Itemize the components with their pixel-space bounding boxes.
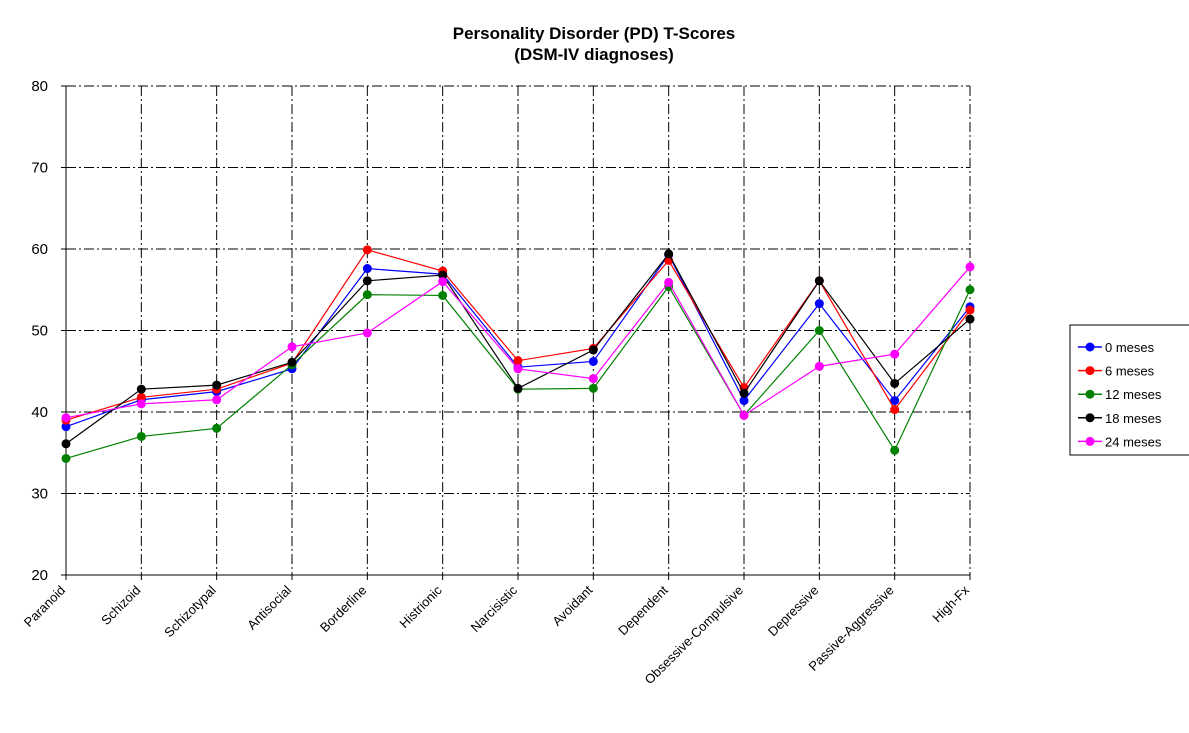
data-point [513, 383, 523, 393]
legend-label: 18 meses [1105, 411, 1162, 426]
data-point [739, 388, 749, 398]
data-point [814, 276, 824, 286]
data-point [438, 270, 448, 280]
x-tick-label: Avoidant [549, 582, 595, 628]
legend-item: 24 meses [1078, 434, 1162, 449]
legend-label: 6 meses [1105, 364, 1155, 379]
data-point [739, 410, 749, 420]
data-point [61, 439, 71, 449]
y-tick-label: 30 [31, 486, 48, 503]
chart-title: Personality Disorder (PD) T-Scores [453, 24, 735, 43]
data-point [212, 423, 222, 433]
data-point [438, 277, 448, 287]
data-point [588, 374, 598, 384]
data-point [136, 392, 146, 402]
x-tick-label: Dependent [615, 582, 671, 638]
data-point [890, 405, 900, 415]
legend-item: 18 meses [1078, 411, 1162, 426]
data-point [664, 277, 674, 287]
grid [66, 85, 971, 575]
data-point [890, 378, 900, 388]
legend-label: 12 meses [1105, 387, 1162, 402]
legend: 0 meses 6 meses 12 meses 18 meses 24 meses [1069, 324, 1189, 456]
y-tick-label: 20 [31, 567, 48, 584]
x-tick-label: Narcisistic [468, 582, 521, 635]
data-point [890, 349, 900, 359]
data-point [61, 422, 71, 432]
legend-swatch-marker [1085, 342, 1095, 352]
data-point [890, 396, 900, 406]
legend-swatch-marker [1085, 366, 1095, 376]
legend-label: 24 meses [1105, 434, 1162, 449]
data-point [664, 249, 674, 259]
y-tick-label: 60 [31, 241, 48, 258]
data-point [513, 364, 523, 374]
data-point [287, 342, 297, 352]
x-tick-label: Antisocial [244, 582, 294, 632]
data-point [362, 264, 372, 274]
data-point [212, 380, 222, 390]
data-point [362, 290, 372, 300]
x-tick-label: Paranoid [21, 583, 68, 630]
data-point [287, 357, 297, 367]
data-point [212, 395, 222, 405]
data-point [136, 399, 146, 409]
legend-item: 12 meses [1078, 387, 1162, 402]
y-tick-label: 50 [31, 323, 48, 340]
series-24-meses [61, 262, 975, 423]
data-point [965, 262, 975, 272]
data-point [588, 356, 598, 366]
data-point [814, 361, 824, 371]
data-point [588, 345, 598, 355]
data-point [362, 328, 372, 338]
data-point [136, 431, 146, 441]
data-point [965, 314, 975, 324]
data-point [965, 305, 975, 315]
legend-swatch-marker [1085, 389, 1095, 399]
legend-item: 0 meses [1078, 340, 1155, 355]
data-point [438, 290, 448, 300]
x-tick-label: Schizoid [98, 583, 143, 628]
data-point [362, 245, 372, 255]
data-point [513, 356, 523, 366]
x-tick-label: Passive-Aggressive [805, 583, 896, 674]
x-tick-label: Depressive [765, 583, 822, 640]
data-point [965, 285, 975, 295]
chart-subtitle: (DSM-IV diagnoses) [514, 45, 674, 64]
series-group [61, 245, 975, 463]
y-tick-label: 80 [31, 78, 48, 95]
data-point [61, 453, 71, 463]
x-tick-label: High-Fx [929, 582, 972, 625]
y-tick-label: 40 [31, 404, 48, 421]
legend-swatch-marker [1085, 413, 1095, 423]
data-point [61, 413, 71, 423]
data-point [136, 384, 146, 394]
data-point [588, 383, 598, 393]
axes: 20 30 40 50 60 70 80 Paranoid Schizoid Schizotypa… [21, 78, 973, 687]
data-point [739, 396, 749, 406]
data-point [814, 299, 824, 309]
data-point [814, 326, 824, 335]
y-tick-label: 70 [31, 160, 48, 177]
data-point [362, 276, 372, 286]
legend-item: 6 meses [1078, 364, 1155, 379]
legend-label: 0 meses [1105, 340, 1155, 355]
data-point [890, 445, 900, 455]
x-tick-label: Histrionic [396, 582, 445, 631]
x-tick-label: Schizotypal [161, 582, 219, 640]
legend-swatch-marker [1085, 436, 1095, 446]
series-18-meses [61, 249, 975, 449]
x-tick-label: Borderline [317, 583, 370, 636]
